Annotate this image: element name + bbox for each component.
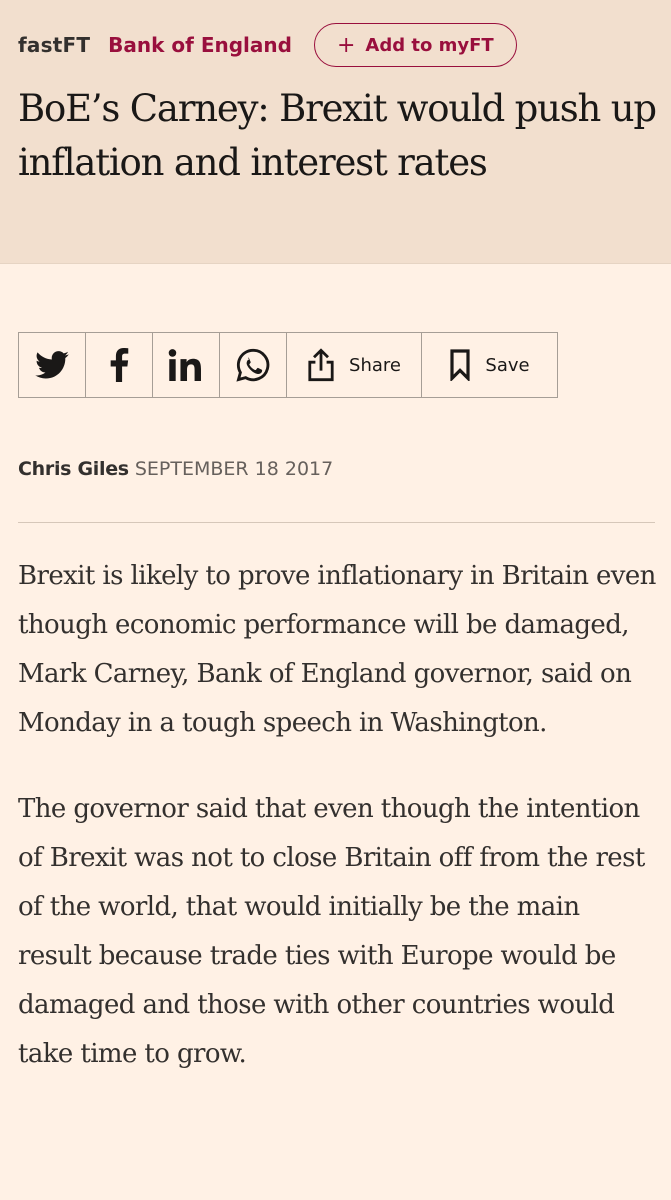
byline: Chris Giles SEPTEMBER 18 2017	[18, 458, 333, 480]
whatsapp-icon	[236, 348, 270, 382]
save-label: Save	[485, 354, 530, 376]
share-button[interactable]: Share	[287, 333, 422, 397]
twitter-share-button[interactable]	[19, 333, 86, 397]
author-link[interactable]: Chris Giles	[18, 458, 129, 480]
brand-label[interactable]: fastFT	[18, 33, 91, 57]
topic-link[interactable]: Bank of England	[108, 33, 292, 57]
linkedin-icon	[168, 349, 201, 381]
twitter-icon	[35, 351, 69, 379]
share-toolbar: Share Save	[18, 332, 558, 398]
linkedin-share-button[interactable]	[153, 333, 220, 397]
article-body: Brexit is likely to prove inflationary i…	[18, 552, 658, 1116]
topic-row: fastFT Bank of England + Add to myFT	[18, 22, 517, 68]
add-to-myft-label: Add to myFT	[365, 34, 494, 56]
facebook-icon	[110, 348, 129, 382]
divider	[18, 522, 655, 523]
whatsapp-share-button[interactable]	[220, 333, 287, 397]
plus-icon: +	[336, 32, 356, 58]
page-title: BoE’s Carney: Brexit would push up infla…	[18, 87, 657, 184]
share-icon	[308, 348, 334, 382]
share-label: Share	[349, 354, 401, 376]
bookmark-icon	[450, 349, 471, 381]
article-header: fastFT Bank of England + Add to myFT BoE…	[0, 0, 671, 264]
publish-date: SEPTEMBER 18 2017	[134, 458, 334, 480]
article-paragraph: The governor said that even though the i…	[18, 794, 645, 1069]
article-paragraph: Brexit is likely to prove inflationary i…	[18, 561, 656, 738]
add-to-myft-button[interactable]: + Add to myFT	[313, 23, 517, 67]
save-button[interactable]: Save	[422, 333, 557, 397]
facebook-share-button[interactable]	[86, 333, 153, 397]
